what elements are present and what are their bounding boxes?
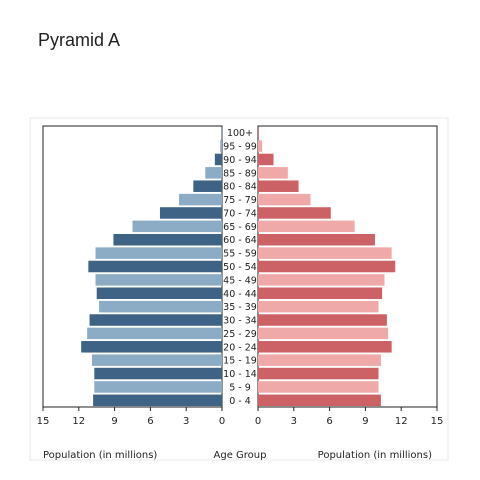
- right-bar-15-19: [258, 354, 381, 366]
- age-group-label: 65 - 69: [223, 222, 257, 233]
- right-bar-5-9: [258, 381, 379, 393]
- left-bar-95-99: [220, 140, 222, 152]
- age-group-label: 35 - 39: [223, 302, 257, 313]
- age-group-label: 0 - 4: [229, 396, 251, 407]
- left-bars: [81, 126, 223, 407]
- age-group-label: 75 - 79: [223, 195, 257, 206]
- right-bar-25-29: [258, 327, 389, 340]
- right-bar-75-79: [258, 193, 311, 206]
- age-group-label: 25 - 29: [223, 329, 257, 340]
- left-bar-15-19: [91, 354, 223, 366]
- right-x-tick-label: 0: [255, 416, 261, 427]
- left-bar-90-94: [214, 153, 222, 166]
- right-bar-90-94: [258, 153, 274, 166]
- left-x-ticks: 15 12 9 6 3 0: [37, 407, 225, 427]
- left-bar-85-89: [205, 167, 222, 179]
- left-x-tick-label: 0: [219, 416, 225, 427]
- age-group-label: 60 - 64: [223, 235, 257, 246]
- left-bar-75-79: [179, 193, 222, 206]
- age-group-label: 45 - 49: [223, 275, 257, 286]
- age-group-label: 85 - 89: [223, 168, 257, 179]
- age-group-label: 10 - 14: [223, 369, 257, 380]
- age-group-label: 70 - 74: [223, 208, 257, 219]
- right-bar-95-99: [258, 140, 263, 152]
- left-bar-10-14: [94, 367, 222, 380]
- age-group-labels: 0 - 4 5 - 9 10 - 14 15 - 19 20 - 24 25 - 29 30…: [223, 128, 257, 407]
- left-bar-0-4: [93, 394, 223, 407]
- left-bar-55-59: [95, 247, 222, 259]
- right-bar-10-14: [258, 367, 379, 380]
- right-x-tick-label: 3: [291, 416, 297, 427]
- left-bar-65-69: [132, 220, 222, 233]
- left-bar-40-44: [96, 287, 222, 300]
- left-x-tick-label: 6: [147, 416, 153, 427]
- age-group-label: 15 - 19: [223, 356, 257, 367]
- right-bar-40-44: [258, 287, 383, 300]
- age-group-label: 55 - 59: [223, 249, 257, 260]
- left-x-tick-label: 12: [72, 416, 85, 427]
- right-bar-35-39: [258, 300, 379, 313]
- left-x-tick-label: 15: [37, 416, 50, 427]
- left-x-tick-label: 9: [111, 416, 117, 427]
- left-bar-70-74: [159, 207, 222, 219]
- age-group-label: 30 - 34: [223, 316, 257, 327]
- right-bar-85-89: [258, 167, 288, 179]
- page-title: Pyramid A: [38, 30, 121, 50]
- left-bar-20-24: [81, 341, 222, 353]
- age-group-label: 40 - 44: [223, 289, 257, 300]
- x-axis-title-center: Age Group: [214, 450, 267, 461]
- right-bars: [258, 126, 396, 407]
- right-bar-70-74: [258, 207, 331, 219]
- age-group-label: 20 - 24: [223, 342, 257, 353]
- right-x-tick-label: 9: [362, 416, 368, 427]
- right-x-tick-label: 15: [431, 416, 444, 427]
- left-bar-35-39: [99, 300, 222, 313]
- right-bar-55-59: [258, 247, 392, 259]
- age-group-label: 90 - 94: [223, 155, 257, 166]
- left-bar-100plus: [221, 126, 223, 139]
- left-bar-25-29: [87, 327, 223, 340]
- right-bar-80-84: [258, 180, 299, 192]
- left-bar-50-54: [88, 260, 222, 273]
- left-bar-30-34: [89, 314, 222, 326]
- right-bar-50-54: [258, 260, 396, 273]
- right-bar-0-4: [258, 394, 381, 407]
- right-x-tick-label: 12: [395, 416, 408, 427]
- age-group-label: 50 - 54: [223, 262, 257, 273]
- right-bar-45-49: [258, 274, 385, 286]
- x-axis-title-right: Population (in millions): [318, 450, 432, 461]
- age-group-label: 5 - 9: [229, 382, 251, 393]
- right-bar-30-34: [258, 314, 387, 326]
- x-axis-title-left: Population (in millions): [43, 450, 157, 461]
- right-bar-60-64: [258, 233, 375, 246]
- left-panel: 15 12 9 6 3 0: [37, 125, 225, 427]
- age-group-label: 80 - 84: [223, 182, 257, 193]
- right-panel: 0 3 6 9 12 15: [255, 125, 444, 427]
- left-x-tick-label: 3: [183, 416, 189, 427]
- right-x-tick-label: 6: [326, 416, 332, 427]
- age-group-label: 95 - 99: [223, 142, 257, 153]
- right-x-ticks: 0 3 6 9 12 15: [255, 407, 444, 427]
- right-bar-100plus: [258, 126, 259, 139]
- right-bar-20-24: [258, 341, 392, 353]
- left-bar-60-64: [113, 233, 222, 246]
- left-bar-80-84: [193, 180, 222, 192]
- left-bar-45-49: [95, 274, 222, 286]
- left-bar-5-9: [94, 381, 222, 393]
- right-bar-65-69: [258, 220, 355, 233]
- age-group-label: 100+: [227, 128, 253, 139]
